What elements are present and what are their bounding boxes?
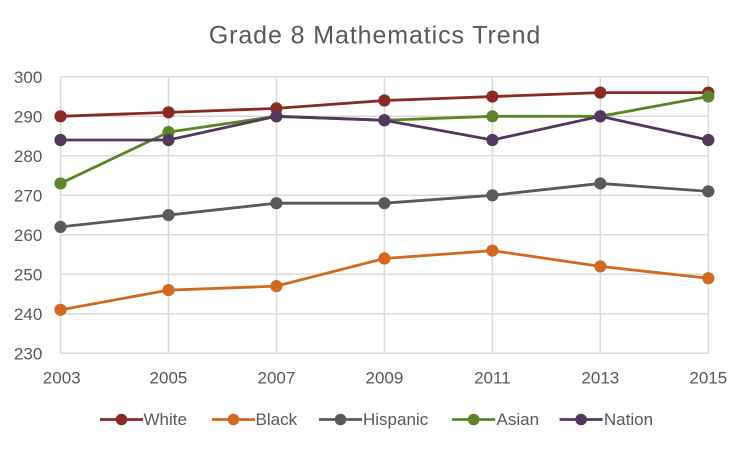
- svg-text:Asian: Asian: [497, 410, 540, 429]
- svg-text:240: 240: [14, 305, 42, 324]
- svg-text:2015: 2015: [689, 369, 727, 388]
- svg-text:2009: 2009: [365, 369, 403, 388]
- svg-text:Nation: Nation: [604, 410, 653, 429]
- svg-text:Hispanic: Hispanic: [363, 410, 429, 429]
- svg-text:2005: 2005: [150, 369, 188, 388]
- svg-text:250: 250: [14, 266, 42, 285]
- svg-text:280: 280: [14, 147, 42, 166]
- svg-text:270: 270: [14, 187, 42, 206]
- svg-text:2011: 2011: [474, 369, 511, 388]
- svg-text:2003: 2003: [43, 369, 81, 388]
- svg-text:Grade 8 Mathematics Trend: Grade 8 Mathematics Trend: [209, 22, 541, 50]
- svg-text:260: 260: [14, 226, 42, 245]
- svg-text:290: 290: [14, 108, 42, 127]
- svg-text:2007: 2007: [258, 369, 296, 388]
- svg-text:230: 230: [14, 345, 42, 364]
- svg-text:White: White: [144, 410, 187, 429]
- svg-text:Black: Black: [256, 410, 298, 429]
- svg-text:2013: 2013: [581, 369, 619, 388]
- svg-text:300: 300: [14, 68, 42, 87]
